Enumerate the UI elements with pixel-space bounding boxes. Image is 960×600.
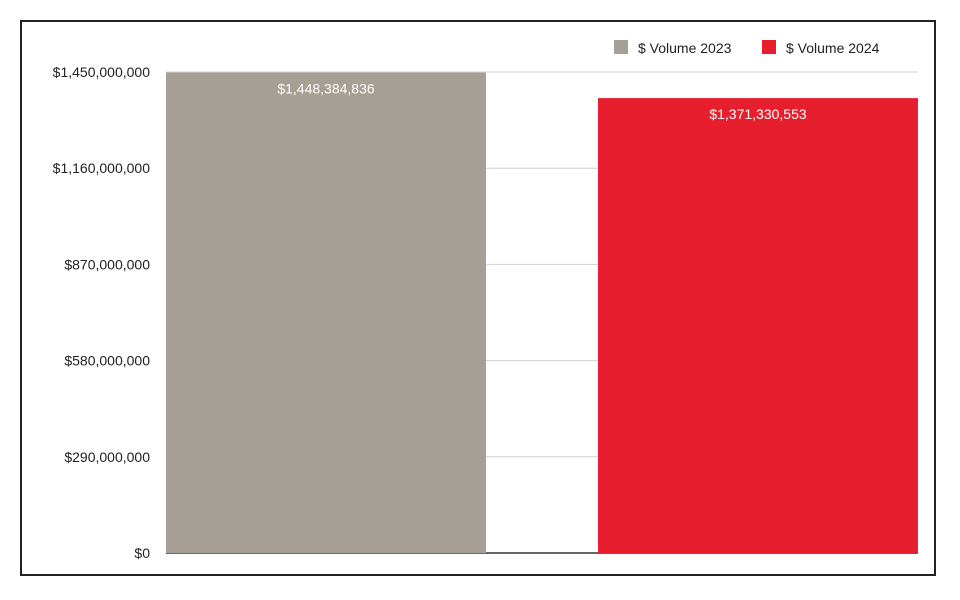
data-labels: $1,448,384,836 $1,371,330,553: [277, 81, 807, 123]
y-tick-label: $1,160,000,000: [53, 160, 151, 176]
legend-swatch: [614, 40, 628, 54]
y-axis: $0 $290,000,000 $580,000,000 $870,000,000 $1…: [53, 64, 151, 561]
y-tick-label: $1,450,000,000: [53, 64, 151, 80]
bar-2023: [166, 72, 486, 553]
legend-label: $ Volume 2023: [638, 40, 732, 56]
legend: $ Volume 2023 $ Volume 2024: [614, 40, 880, 56]
y-tick-label: $0: [134, 545, 150, 561]
y-tick-label: $580,000,000: [64, 353, 150, 369]
legend-label: $ Volume 2024: [786, 40, 880, 56]
bars: [166, 72, 918, 553]
data-label: $1,448,384,836: [277, 81, 375, 97]
data-label: $1,371,330,553: [709, 106, 807, 122]
y-tick-label: $870,000,000: [64, 256, 150, 272]
bar-2024: [598, 98, 918, 553]
legend-swatch: [762, 40, 776, 54]
y-tick-label: $290,000,000: [64, 449, 150, 465]
